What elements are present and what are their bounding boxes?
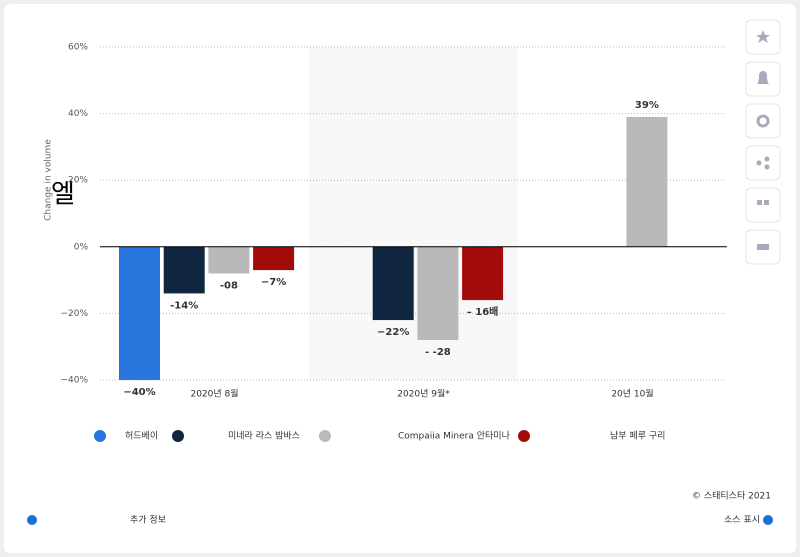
annotation: 엘 <box>51 180 75 210</box>
legend-marker <box>319 430 331 442</box>
y-axis-label: Change in volume <box>44 139 54 221</box>
y-tick-label: −40% <box>60 376 88 386</box>
data-label: 39% <box>635 100 659 111</box>
settings-button[interactable] <box>745 103 781 139</box>
more-info-link[interactable]: 추가 정보 <box>130 515 166 526</box>
data-label: -14% <box>170 300 198 311</box>
y-tick-label: 20% <box>68 176 88 186</box>
bar <box>462 246 504 301</box>
legend-marker <box>518 430 530 442</box>
y-tick-label: 60% <box>68 43 88 53</box>
share-button[interactable] <box>745 145 781 181</box>
source-link[interactable]: 소스 표시 <box>724 515 760 526</box>
x-tick-label: 2020년 8월 <box>190 388 238 400</box>
share-icon <box>756 156 770 170</box>
bar <box>253 246 295 271</box>
x-tick-label: 2020년 9월* <box>397 388 450 400</box>
data-label: −7% <box>261 277 286 288</box>
data-label: -08 <box>220 280 238 291</box>
print-icon <box>757 244 769 250</box>
info-icon <box>27 515 37 525</box>
cite-button[interactable] <box>745 187 781 223</box>
info-icon <box>763 515 773 525</box>
x-tick-label: 20년 10월 <box>611 388 653 400</box>
y-tick-label: 0% <box>74 242 89 252</box>
highlight-band <box>309 47 518 380</box>
legend-label: 허드베이 <box>125 431 158 442</box>
bell-icon <box>757 71 769 84</box>
y-tick-label: −20% <box>60 309 88 319</box>
copyright: © 스태티스타 2021 <box>692 491 771 502</box>
bar <box>417 246 459 341</box>
data-label: −40% <box>123 387 155 398</box>
data-label: - -28 <box>425 347 451 358</box>
data-label: −22% <box>377 327 409 338</box>
legend-label: 남부 페루 구리 <box>610 431 665 442</box>
legend-label: Compaiia Minera 안타미나 <box>398 431 510 442</box>
bar <box>119 246 160 380</box>
data-label: – 16배 <box>467 305 499 318</box>
sidebar <box>745 19 781 265</box>
bar <box>208 246 250 274</box>
legend-label: 미네라 라스 밤바스 <box>228 431 300 442</box>
bar <box>163 246 205 294</box>
gear-icon <box>756 114 770 128</box>
star-icon <box>756 30 770 43</box>
legend-marker <box>94 430 106 442</box>
y-tick-label: 40% <box>68 109 88 119</box>
bar <box>626 116 668 247</box>
bar <box>372 246 414 321</box>
quote-icon <box>757 200 769 205</box>
legend-marker <box>172 430 184 442</box>
